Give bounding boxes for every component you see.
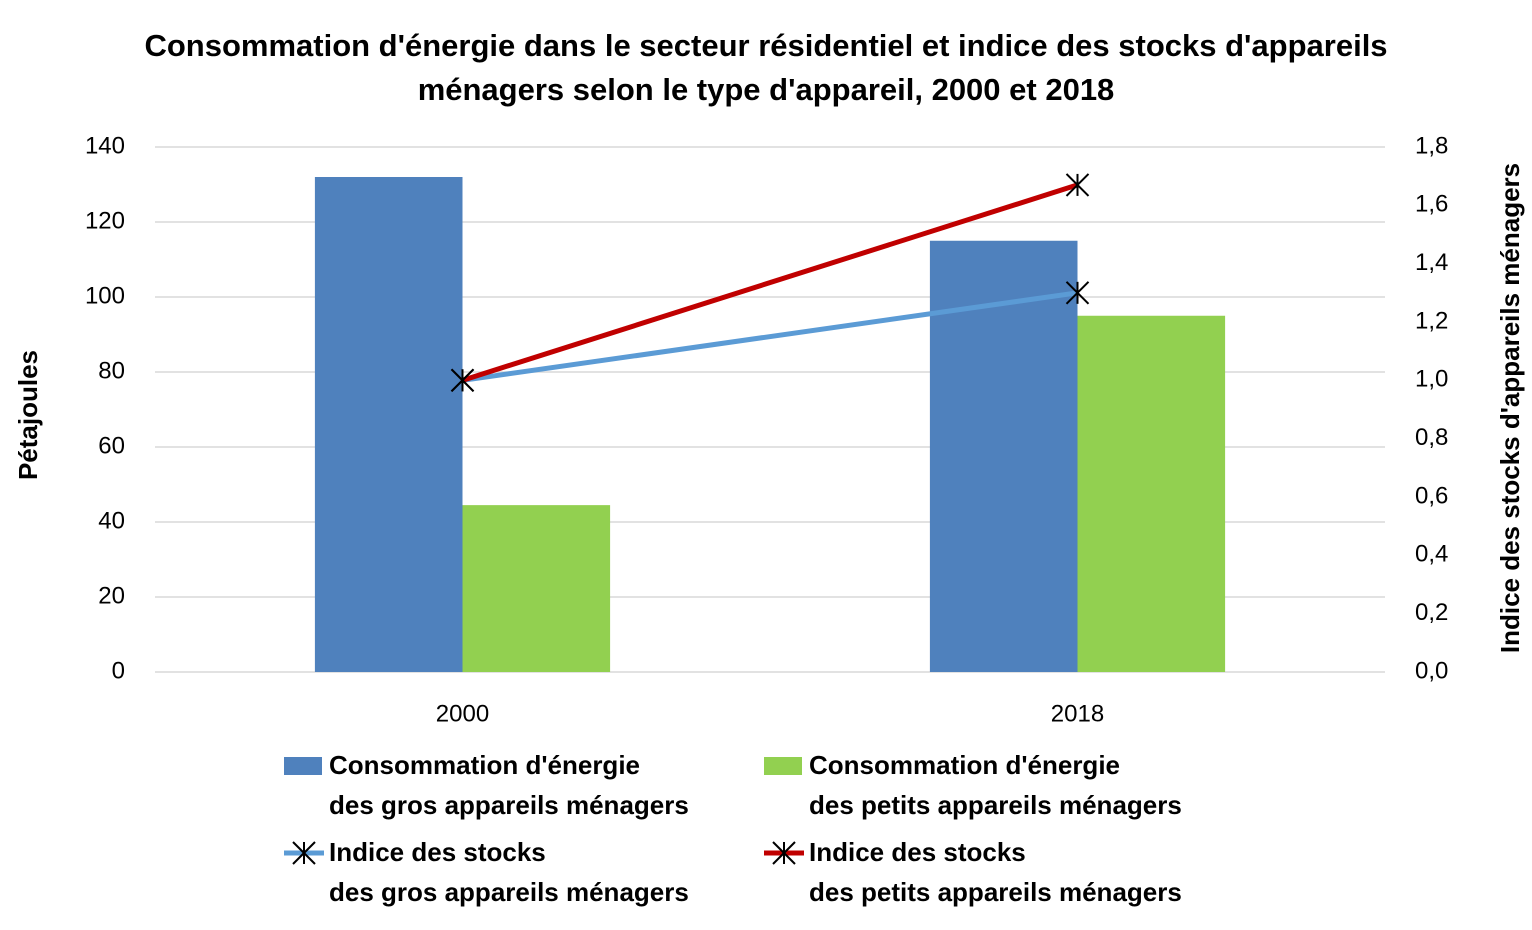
legend-label: Consommation d'énergie des petits appare… (809, 750, 1182, 820)
y2-tick-label: 1,6 (1415, 191, 1448, 218)
marker (1065, 173, 1090, 197)
legend-label: Consommation d'énergie des gros appareil… (329, 750, 689, 820)
y-tick-label: 100 (85, 282, 125, 309)
marker (772, 841, 796, 865)
line (461, 182, 1079, 383)
legend-swatch (284, 757, 322, 775)
y-tick-label: 140 (85, 132, 125, 159)
y-tick-label: 20 (98, 582, 125, 609)
y2-tick-label: 1,0 (1415, 366, 1448, 393)
y2-tick-label: 1,4 (1415, 249, 1448, 276)
y-tick-label: 0 (112, 657, 125, 684)
marker (1065, 281, 1090, 305)
y2-tick-label: 0,0 (1415, 657, 1448, 684)
legend-label: Indice des stocks des petits appareils m… (809, 837, 1182, 907)
y2-axis-label: Indice des stocks d'appareils ménagers (1495, 163, 1525, 653)
y-tick-label: 80 (98, 357, 125, 384)
y2-tick-label: 0,2 (1415, 599, 1448, 626)
y-tick-label: 40 (98, 507, 125, 534)
legend-swatch (764, 757, 802, 775)
bar (1077, 315, 1226, 672)
legend-label: Indice des stocks des gros appareils mén… (329, 837, 689, 907)
y2-tick-label: 1,8 (1415, 132, 1448, 159)
y-tick-label: 120 (85, 207, 125, 234)
y2-tick-label: 1,2 (1415, 307, 1448, 334)
y2-tick-label: 0,8 (1415, 424, 1448, 451)
y2-tick-label: 0,6 (1415, 482, 1448, 509)
marker (450, 368, 475, 393)
bar (462, 505, 611, 672)
chart-title: Consommation d'énergie dans le secteur r… (144, 28, 1388, 107)
x-tick-label: 2000 (436, 700, 489, 727)
y2-tick-label: 0,4 (1415, 541, 1448, 568)
bar (314, 177, 463, 672)
marker (292, 841, 316, 865)
y-tick-label: 60 (98, 432, 125, 459)
x-tick-label: 2018 (1051, 700, 1104, 727)
y-axis-label: Pétajoules (13, 350, 43, 480)
line (462, 290, 1078, 383)
